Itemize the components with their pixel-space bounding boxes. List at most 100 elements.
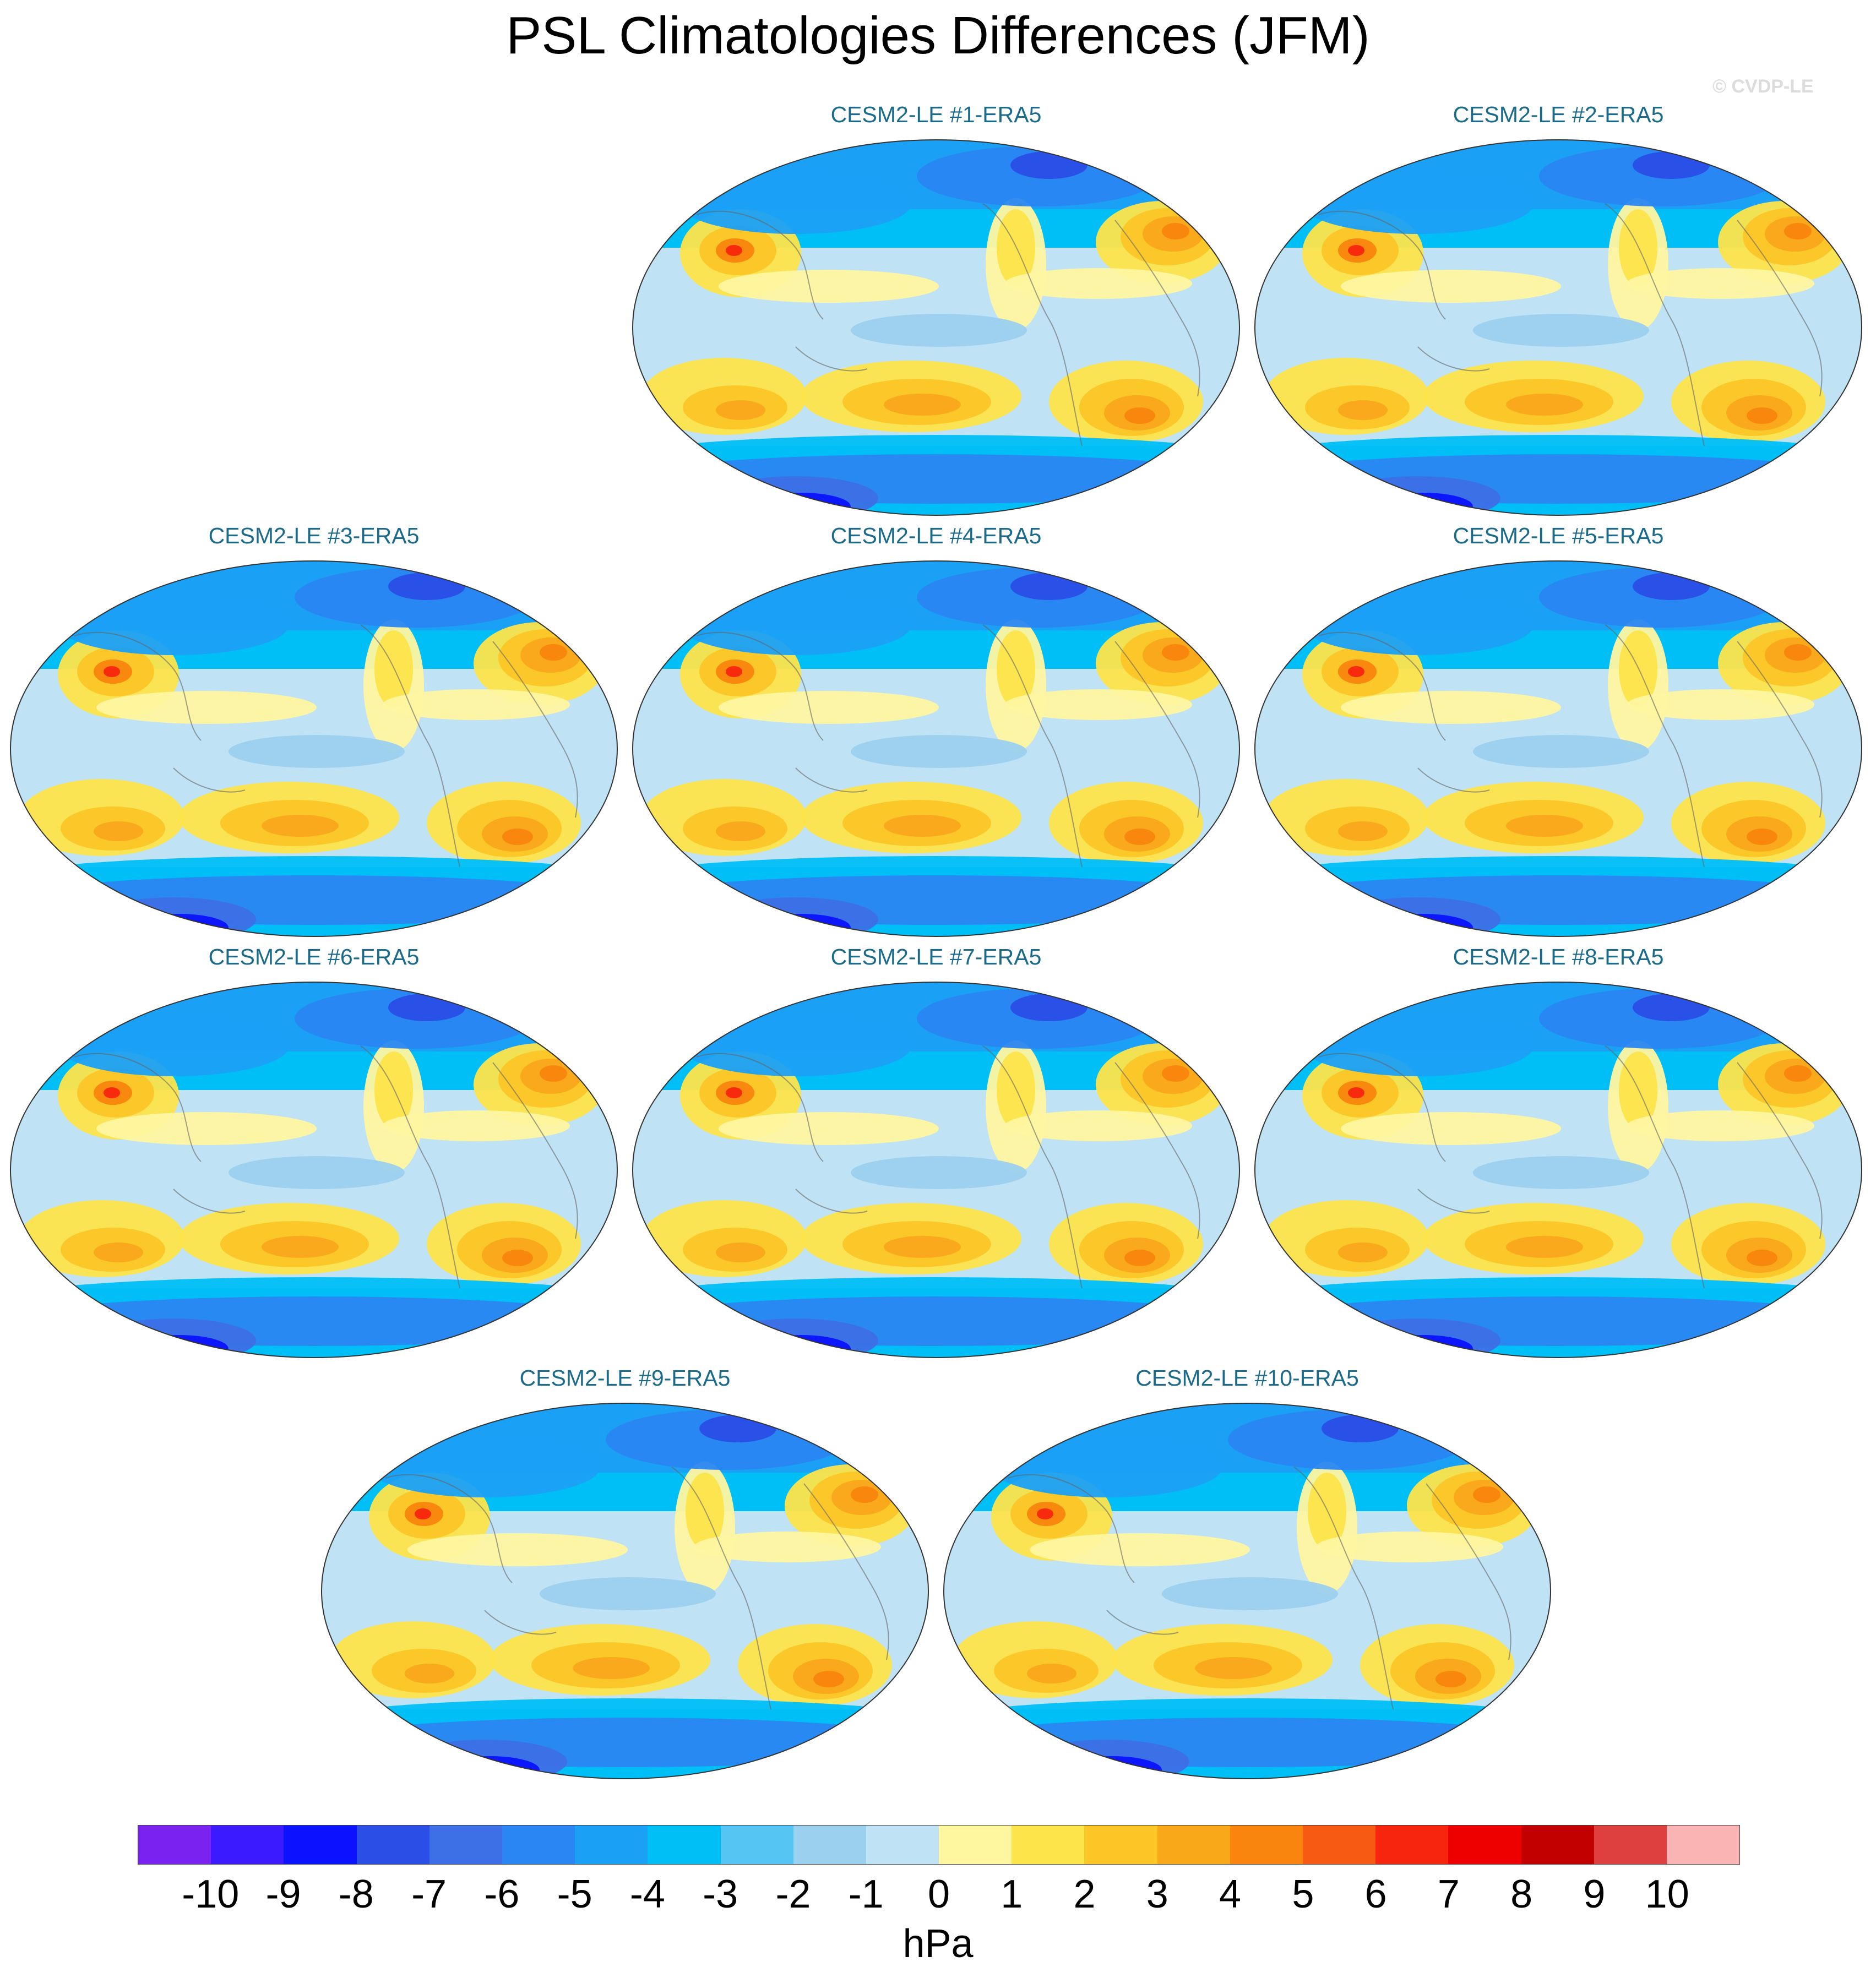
coastlines: [696, 203, 1200, 446]
field-contour: [1341, 1112, 1561, 1145]
colorbar-tick-label: -3: [703, 1872, 738, 1916]
field-contour: [1162, 223, 1189, 239]
field-contour: [884, 1236, 961, 1258]
colorbar-tick-label: 3: [1146, 1872, 1168, 1916]
field-contour: [1255, 875, 1862, 925]
field-contour: [1124, 829, 1155, 845]
map-panel-8: [1254, 982, 1862, 1358]
colorbar-swatch: [356, 1826, 429, 1864]
field-contour: [1030, 1533, 1250, 1566]
colorbar: [138, 1825, 1740, 1865]
field-contour: [1784, 1065, 1812, 1082]
colorbar-tick-label: 1: [1000, 1872, 1023, 1916]
field-contour: [415, 1508, 431, 1519]
field-contour: [680, 595, 911, 655]
coastlines: [1318, 1045, 1823, 1289]
field-contour: [1027, 1664, 1076, 1683]
field-contour: [1627, 1110, 1814, 1141]
map-panel-3: [10, 560, 618, 937]
field-contour: [1037, 1508, 1053, 1519]
colorbar-tick-label: 8: [1510, 1872, 1533, 1916]
colorbar-tick-label: 10: [1645, 1872, 1689, 1916]
colorbar-swatch: [284, 1826, 357, 1864]
field-contour: [1302, 595, 1534, 655]
field-contour: [1473, 1486, 1500, 1503]
panel-title: CESM2-LE #7-ERA5: [830, 944, 1042, 969]
field-contour: [1005, 1110, 1192, 1141]
map-outline: [632, 982, 1240, 1358]
field-contour: [1784, 644, 1812, 661]
coastlines: [74, 624, 578, 868]
field-contour: [369, 1437, 600, 1497]
map-outline: [632, 560, 1240, 937]
panel-title: CESM2-LE #9-ERA5: [519, 1365, 731, 1391]
colorbar-tick-label: -8: [338, 1872, 374, 1916]
colorbar-tick-label: 5: [1292, 1872, 1314, 1916]
colorbar-tick-label: -1: [848, 1872, 884, 1916]
field-contour: [1506, 394, 1583, 416]
field-contour: [322, 1718, 928, 1767]
map-panel-1: [632, 139, 1240, 516]
colorbar-swatch: [1448, 1826, 1521, 1864]
colorbar-swatch: [1666, 1826, 1740, 1864]
colorbar-tick-label: 4: [1219, 1872, 1242, 1916]
field-contour: [1506, 815, 1583, 837]
colorbar-swatch: [1594, 1826, 1667, 1864]
field-contour: [383, 1110, 570, 1141]
field-contour: [1010, 151, 1087, 179]
watermark: © CVDP-LE: [1712, 76, 1814, 97]
coastlines: [696, 624, 1200, 868]
field-contour: [1302, 1016, 1534, 1076]
colorbar-swatch: [502, 1826, 575, 1864]
field-contour: [96, 691, 317, 724]
map-outline: [1254, 982, 1862, 1358]
field-contour: [1627, 689, 1814, 720]
field-contour: [383, 689, 570, 720]
map-panel-4: [632, 560, 1240, 937]
coastlines: [1318, 203, 1823, 446]
map-outline: [10, 560, 618, 937]
field-contour: [1348, 666, 1364, 677]
field-contour: [10, 875, 617, 925]
field-contour: [1338, 400, 1388, 420]
map-panel-7: [632, 982, 1240, 1358]
field-contour: [1338, 821, 1388, 841]
field-contour: [680, 173, 911, 234]
colorbar-tick-label: -10: [182, 1872, 240, 1916]
map-panel-6: [10, 982, 618, 1358]
map-outline: [1254, 139, 1862, 516]
field-contour: [573, 1657, 650, 1679]
field-contour: [407, 1533, 628, 1566]
field-contour: [1627, 268, 1814, 299]
field-contour: [726, 245, 742, 256]
field-contour: [1633, 573, 1710, 600]
field-contour: [1255, 1296, 1862, 1346]
field-contour: [1302, 173, 1534, 234]
field-contour: [1747, 1250, 1777, 1266]
field-contour: [716, 821, 765, 841]
colorbar-swatch: [1230, 1826, 1303, 1864]
field-contour: [1473, 314, 1649, 347]
map-outline: [321, 1403, 929, 1779]
panel-title: CESM2-LE #8-ERA5: [1453, 944, 1664, 969]
field-contour: [94, 821, 143, 841]
field-contour: [1316, 1532, 1503, 1562]
colorbar-swatch: [866, 1826, 939, 1864]
field-contour: [1348, 245, 1364, 256]
colorbar-tick-label: -5: [557, 1872, 592, 1916]
colorbar-labels: -10 -9 -8 -7 -6 -5 -4 -3 -2 -1 0 1 2 3 4 5 6 7 8 9 10: [0, 1872, 1876, 1921]
field-contour: [1162, 1577, 1338, 1610]
field-contour: [719, 1112, 939, 1145]
field-contour: [10, 1296, 617, 1346]
field-contour: [633, 454, 1239, 504]
field-contour: [1348, 1087, 1364, 1098]
map-panel-5: [1254, 560, 1862, 937]
colorbar-swatch: [648, 1826, 721, 1864]
panel-title: CESM2-LE #2-ERA5: [1453, 102, 1664, 127]
field-contour: [991, 1437, 1222, 1497]
field-contour: [1005, 689, 1192, 720]
colorbar-swatch: [720, 1826, 793, 1864]
field-contour: [851, 1486, 878, 1503]
field-contour: [262, 1236, 339, 1258]
colorbar-tick-label: -9: [265, 1872, 301, 1916]
